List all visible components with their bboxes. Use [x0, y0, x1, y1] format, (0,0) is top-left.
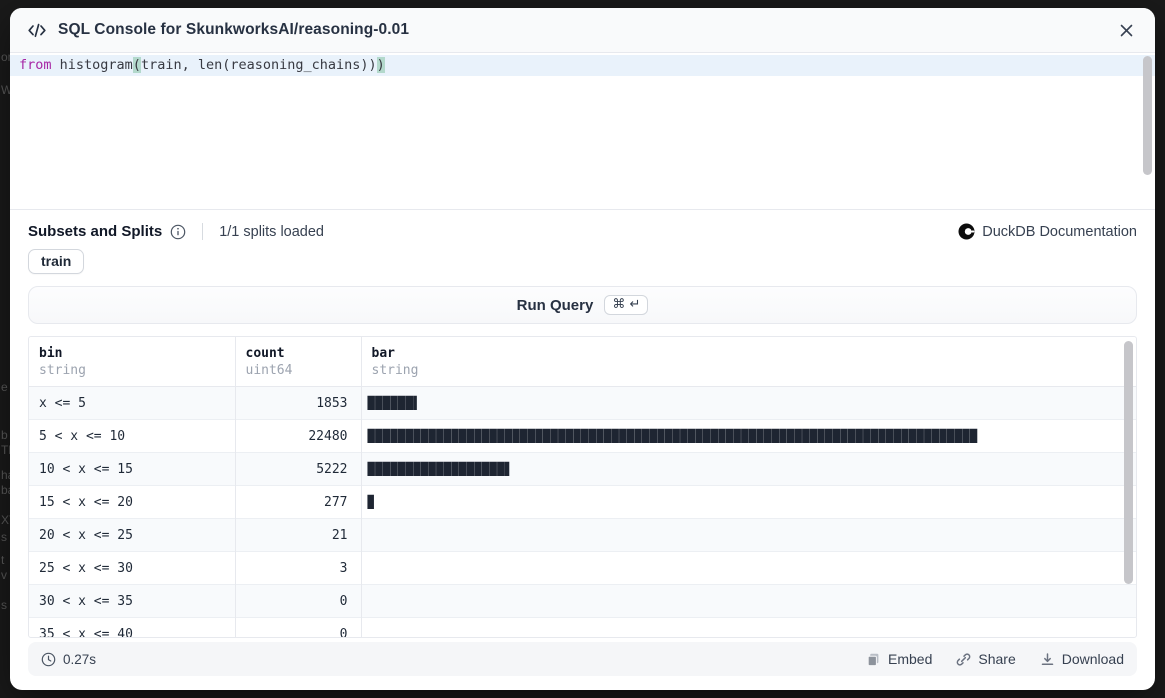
sql-editor[interactable]: from histogram(train, len(reasoning_chai… [10, 53, 1155, 210]
bar-cell [361, 584, 1136, 618]
bar-cell: ▉ [361, 485, 1136, 519]
split-chip-train[interactable]: train [28, 249, 85, 274]
run-query-label: Run Query [516, 296, 594, 314]
keyboard-shortcut-badge: ⌘ ↵ [604, 295, 649, 315]
query-time-value: 0.27s [63, 651, 97, 667]
table-row[interactable]: 35 < x <= 40 0 [29, 617, 1136, 637]
code-token-bracket-match: ( [132, 57, 141, 73]
query-time: 0.27s [41, 652, 96, 667]
share-button[interactable]: Share [956, 651, 1016, 667]
close-button[interactable] [1114, 18, 1138, 42]
count-cell: 1853 [235, 386, 362, 420]
column-header-bar: bar string [361, 337, 1136, 387]
bar-cell: ██████████████████▋ [361, 452, 1136, 486]
embed-icon [866, 652, 881, 667]
result-footer: 0.27s Embed [28, 642, 1137, 676]
duckdb-documentation-link[interactable]: DuckDB Documentation [958, 223, 1137, 240]
subsets-label: Subsets and Splits [28, 223, 163, 240]
bin-cell: 15 < x <= 20 [29, 485, 236, 519]
column-header-count: count uint64 [235, 337, 362, 387]
bin-cell: 5 < x <= 10 [29, 419, 236, 453]
count-cell: 22480 [235, 419, 362, 453]
run-query-button[interactable]: Run Query ⌘ ↵ [28, 286, 1137, 324]
download-button[interactable]: Download [1040, 651, 1124, 667]
bar-cell: ██████▌ [367, 396, 421, 410]
bar-cell [361, 551, 1136, 585]
info-icon[interactable] [170, 224, 186, 240]
count-cell: 0 [235, 584, 362, 618]
bin-cell: x <= 5 [29, 386, 236, 420]
sql-code-line: from histogram(train, len(reasoning_chai… [10, 55, 1155, 76]
background-text-fragment: e [1, 380, 8, 394]
count-cell: 5222 [235, 452, 362, 486]
background-text-fragment: v [1, 568, 7, 582]
code-token-plain: histogram [51, 57, 133, 73]
background-text-fragment: s [1, 530, 7, 544]
count-cell: 21 [235, 518, 362, 552]
clock-icon [41, 652, 56, 667]
duckdb-documentation-label: DuckDB Documentation [982, 223, 1137, 240]
background-text-fragment: t [1, 553, 5, 567]
count-cell: 0 [235, 617, 362, 637]
download-icon [1040, 652, 1055, 667]
count-cell: 277 [235, 485, 362, 519]
code-token-bracket-match: ) [376, 57, 385, 73]
duckdb-icon [958, 223, 975, 240]
table-row[interactable]: x <= 5 1853 ██████▌ [29, 386, 1136, 420]
results-table: bin string count uint64 bar string x <= … [28, 336, 1137, 638]
modal-title: SQL Console for SkunkworksAI/reasoning-0… [58, 21, 410, 38]
embed-button[interactable]: Embed [866, 651, 932, 667]
results-body: x <= 5 1853 ██████▌ 5 < x <= 10 22480 ███████… [29, 386, 1136, 637]
bar-cell: ████████████████████████████████████████… [361, 419, 1136, 453]
table-row[interactable]: 30 < x <= 35 0 [29, 584, 1136, 618]
bin-cell: 10 < x <= 15 [29, 452, 236, 486]
modal-header: SQL Console for SkunkworksAI/reasoning-0… [10, 8, 1155, 53]
bar-cell [361, 617, 1136, 637]
splits-loaded-status: 1/1 splits loaded [219, 223, 324, 240]
table-row[interactable]: 10 < x <= 15 5222 ██████████████████▋ [29, 452, 1136, 486]
bin-cell: 20 < x <= 25 [29, 518, 236, 552]
bin-cell: 35 < x <= 40 [29, 617, 236, 637]
splits-chip-row: train [10, 240, 1155, 274]
editor-scrollbar[interactable] [1143, 56, 1152, 175]
divider [202, 223, 204, 240]
table-row[interactable]: 20 < x <= 25 21 [29, 518, 1136, 552]
table-row[interactable]: 15 < x <= 20 277 ▉ [29, 485, 1136, 519]
column-header-bin: bin string [29, 337, 236, 387]
table-row[interactable]: 25 < x <= 30 3 [29, 551, 1136, 585]
code-token-plain: ) [368, 57, 377, 73]
code-token-plain: train, len(reasoning_chains) [140, 57, 369, 73]
bar-cell [361, 518, 1136, 552]
sql-console-modal: SQL Console for SkunkworksAI/reasoning-0… [10, 8, 1155, 690]
share-link-icon [956, 652, 971, 667]
table-row[interactable]: 5 < x <= 10 22480 ████████████████████████… [29, 419, 1136, 453]
background-text-fragment: b [1, 428, 8, 442]
table-scrollbar[interactable] [1124, 341, 1133, 584]
subsets-row: Subsets and Splits 1/1 splits loaded Duc… [10, 210, 1155, 240]
close-icon [1119, 23, 1134, 38]
count-cell: 3 [235, 551, 362, 585]
footer-actions: Embed Share Download [866, 651, 1124, 667]
bin-cell: 25 < x <= 30 [29, 551, 236, 585]
code-token-keyword: from [19, 57, 52, 73]
background-text-fragment: s [1, 598, 7, 612]
code-icon [27, 23, 47, 38]
table-header-row: bin string count uint64 bar string [29, 337, 1136, 387]
bin-cell: 30 < x <= 35 [29, 584, 236, 618]
